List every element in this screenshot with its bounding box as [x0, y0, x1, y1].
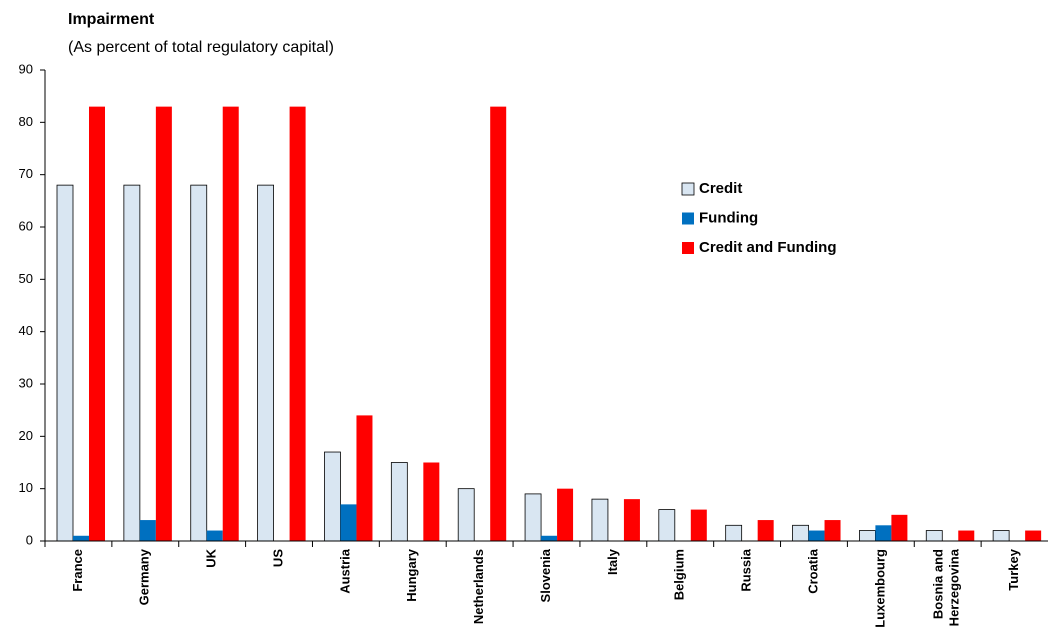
x-tick-label: Italy [605, 548, 620, 575]
bar [423, 462, 440, 541]
y-tick-label: 0 [26, 532, 33, 547]
x-tick-label: France [70, 549, 85, 592]
bar [89, 106, 105, 541]
bar [757, 520, 774, 541]
bar [139, 520, 156, 541]
y-tick-label: 90 [19, 61, 33, 76]
y-tick-label: 20 [19, 428, 33, 443]
bar [658, 509, 676, 542]
bar [992, 530, 1010, 542]
bar [490, 106, 507, 541]
bar [190, 184, 208, 542]
legend-swatch [681, 182, 695, 196]
x-tick-label: Netherlands [471, 549, 486, 624]
bar [524, 493, 542, 542]
x-tick-label: Germany [137, 548, 152, 605]
bar [859, 530, 876, 542]
bar [324, 451, 341, 542]
bar [356, 415, 373, 541]
bar [792, 524, 809, 542]
x-tick-label: UK [204, 548, 219, 567]
bar [690, 509, 707, 541]
bar [206, 530, 223, 541]
x-tick-label: US [270, 549, 285, 567]
bar [808, 530, 825, 541]
bar [591, 498, 609, 542]
legend-label: Funding [699, 209, 758, 226]
x-tick-label: Hungary [404, 548, 419, 602]
x-tick-label: Russia [739, 548, 754, 591]
bar [289, 106, 306, 541]
bar [958, 530, 975, 541]
chart-title: Impairment [68, 11, 155, 28]
bar [123, 184, 141, 542]
x-tick-label: Croatia [805, 548, 820, 594]
legend-label: Credit [699, 180, 742, 197]
x-tick-label: Bosnia andHerzegovina [931, 548, 962, 626]
bar [541, 535, 558, 541]
bar [457, 488, 475, 542]
y-tick-label: 30 [19, 375, 33, 390]
legend-swatch [682, 212, 694, 225]
x-tick-label: Slovenia [538, 548, 553, 602]
y-tick-label: 40 [19, 323, 33, 338]
bar [824, 520, 841, 541]
bar [340, 504, 357, 541]
bar [925, 530, 943, 542]
bar [155, 106, 172, 541]
bar [623, 499, 640, 541]
x-tick-label: Belgium [672, 549, 687, 600]
bar [725, 524, 743, 542]
bar [257, 184, 275, 542]
chart-subtitle: (As percent of total regulatory capital) [68, 39, 334, 56]
y-tick-label: 70 [19, 166, 33, 181]
bar [390, 462, 408, 542]
y-tick-label: 60 [19, 218, 33, 233]
bar [222, 106, 239, 541]
y-tick-label: 10 [19, 480, 33, 495]
bar [875, 525, 892, 541]
bar [891, 514, 908, 541]
x-tick-label: Luxembourg [872, 549, 887, 628]
bar [73, 535, 89, 541]
legend-label: Credit and Funding [699, 239, 836, 256]
y-tick-label: 80 [19, 114, 33, 129]
bar [557, 488, 574, 541]
x-tick-label: Austria [337, 548, 352, 594]
y-tick-label: 50 [19, 271, 33, 286]
bar [1025, 530, 1042, 541]
legend-swatch [682, 242, 694, 254]
bar [56, 184, 74, 542]
x-tick-label: Turkey [1006, 548, 1021, 590]
